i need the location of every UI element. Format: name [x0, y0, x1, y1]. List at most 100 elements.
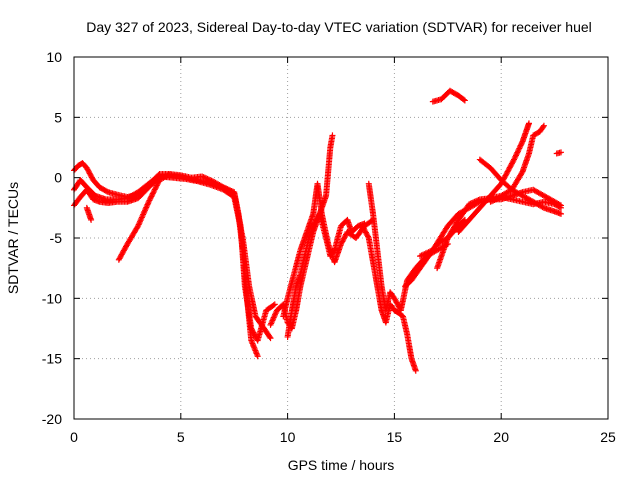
y-tick-label: -5	[50, 230, 63, 246]
data-point	[517, 142, 524, 149]
data-point	[513, 150, 520, 157]
data-point	[468, 200, 475, 207]
data-point	[491, 196, 498, 203]
y-tick-label: -15	[42, 351, 62, 367]
series-s18	[553, 149, 565, 157]
data-point	[155, 179, 162, 186]
data-point	[200, 174, 207, 181]
y-tick-label: -10	[42, 290, 62, 306]
data-point	[511, 156, 518, 163]
data-point	[103, 188, 110, 195]
x-tick-label: 0	[70, 429, 78, 445]
data-point	[556, 204, 563, 211]
series-s3	[71, 173, 274, 342]
series-s17	[487, 193, 565, 211]
series-s15	[455, 120, 532, 235]
data-point	[525, 120, 532, 127]
data-point	[153, 183, 160, 190]
data-point	[510, 157, 517, 164]
data-point	[472, 198, 479, 205]
data-point	[540, 122, 547, 129]
data-point	[266, 333, 273, 340]
data-point	[412, 367, 419, 374]
data-point	[254, 353, 261, 360]
data-point	[150, 189, 157, 196]
data-point	[558, 149, 565, 156]
data-point	[167, 171, 174, 178]
data-point	[514, 148, 521, 155]
data-point	[145, 198, 152, 205]
data-point	[558, 204, 565, 211]
data-point	[165, 171, 172, 178]
data-point	[201, 174, 208, 181]
data-point	[474, 197, 481, 204]
data-point	[516, 145, 523, 152]
series-s14	[434, 122, 547, 272]
axis-ticks: 0 5 10 15 20 25 -20 -15 -10 -5 0 5 10	[42, 49, 616, 445]
data-point	[147, 196, 154, 203]
data-point	[151, 186, 158, 193]
data-point	[540, 123, 547, 130]
data-point	[494, 195, 501, 202]
chart-title: Day 327 of 2023, Sidereal Day-to-day VTE…	[86, 19, 592, 35]
y-axis-label: SDTVAR / TECUs	[5, 182, 21, 294]
data-point	[516, 144, 523, 151]
data-point	[518, 139, 525, 146]
data-point	[146, 197, 153, 204]
data-point	[205, 176, 212, 183]
data-point	[518, 169, 525, 176]
data-point	[329, 132, 336, 139]
data-point	[470, 199, 477, 206]
data-point	[204, 175, 211, 182]
x-tick-label: 15	[387, 429, 403, 445]
data-point	[152, 185, 159, 192]
data-point	[460, 96, 467, 103]
y-tick-label: 5	[54, 109, 62, 125]
data-point	[365, 233, 372, 240]
data-point	[148, 193, 155, 200]
data-point	[488, 198, 495, 205]
data-point	[149, 190, 156, 197]
data-point	[203, 175, 210, 182]
data-point	[518, 141, 525, 148]
data-point	[512, 153, 519, 160]
data-point	[492, 196, 499, 203]
data-point	[151, 187, 158, 194]
data-point	[515, 146, 522, 153]
series-s12	[429, 87, 468, 105]
data-point	[147, 194, 154, 201]
data-point	[558, 210, 565, 217]
data-point	[511, 155, 518, 162]
data-point	[495, 195, 502, 202]
series-s9	[359, 222, 419, 374]
data-point	[149, 192, 156, 199]
data-point	[514, 149, 521, 156]
data-point	[490, 197, 497, 204]
data-point	[153, 182, 160, 189]
data-point	[208, 177, 215, 184]
data-point	[461, 97, 468, 104]
data-point	[487, 198, 494, 205]
data-point	[466, 201, 473, 208]
y-tick-label: -20	[42, 411, 62, 427]
data-point	[267, 335, 274, 342]
x-tick-label: 25	[600, 429, 616, 445]
x-axis-label: GPS time / hours	[288, 457, 395, 473]
series-s5	[115, 171, 174, 263]
data-point	[88, 216, 95, 223]
data-point	[471, 198, 478, 205]
x-tick-label: 10	[280, 429, 296, 445]
data-point	[467, 200, 474, 207]
data-point	[475, 196, 482, 203]
x-tick-label: 5	[177, 429, 185, 445]
x-tick-label: 20	[493, 429, 509, 445]
data-point	[512, 152, 519, 159]
data-point	[134, 224, 141, 231]
data-point	[271, 301, 278, 308]
series-s8	[280, 180, 377, 320]
series-s4	[83, 204, 95, 223]
data-points	[71, 87, 565, 374]
data-point	[154, 181, 161, 188]
